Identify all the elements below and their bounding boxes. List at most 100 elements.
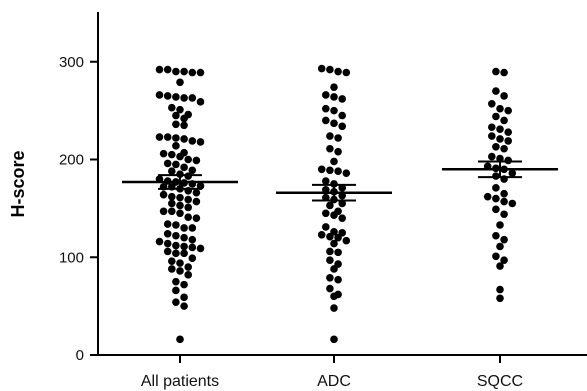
data-point [188,94,197,102]
data-point [172,298,180,307]
y-tick-label: 100 [59,249,84,266]
data-point [488,123,496,132]
data-point [326,201,334,210]
data-point [172,241,180,250]
data-point [322,104,330,113]
data-point [188,254,197,263]
data-point [326,166,334,175]
data-point [159,207,168,216]
data-point [155,91,164,99]
data-point [488,99,496,108]
data-point [508,199,517,208]
data-point [168,207,176,216]
data-point [338,95,347,103]
data-point [488,152,496,161]
data-point [496,285,504,294]
data-point [496,294,504,303]
data-point [196,68,205,77]
data-point [334,167,342,176]
data-point [172,134,180,142]
data-point [163,133,172,141]
data-point [326,273,334,282]
data-points [155,64,517,344]
data-point [163,220,172,228]
data-point [180,249,188,258]
data-point [192,188,201,197]
data-point [172,67,180,76]
data-point [483,192,492,201]
data-point [317,230,326,239]
data-point [188,243,197,252]
data-point [196,138,205,146]
data-point [176,152,184,161]
data-point [176,193,184,202]
data-point [504,128,512,136]
data-point [492,205,500,214]
data-point [168,103,176,112]
data-point [508,169,517,177]
data-point [500,256,508,264]
data-point [500,92,508,100]
data-point [317,165,326,174]
data-point [330,335,338,344]
data-point [322,193,330,202]
data-point [326,256,334,264]
data-point [330,83,338,91]
data-point [180,233,188,242]
data-point [342,169,351,177]
data-point [334,147,342,156]
data-point [330,292,338,301]
data-point [176,209,184,218]
axes [97,12,587,356]
data-point [196,98,205,106]
data-point [500,68,508,77]
data-point [180,135,188,143]
data-point [184,271,192,279]
data-point [492,67,500,76]
data-point [504,106,512,115]
x-tick-label: ADC [317,373,351,390]
data-point [184,203,192,212]
data-point [192,214,201,222]
data-point [172,231,180,240]
data-point [496,262,504,270]
data-point [500,144,508,153]
data-point [180,94,188,102]
data-point [184,155,192,164]
data-point [330,157,338,166]
data-point [338,122,347,131]
data-point [342,68,351,77]
data-point [168,150,176,159]
data-point [492,142,500,151]
mean-sem-bars [122,160,558,202]
data-point [188,235,197,244]
data-point [504,137,512,145]
data-point [196,244,205,253]
data-point [188,68,197,77]
data-point [492,252,500,261]
data-point [180,163,188,172]
data-point [330,265,338,273]
data-point [330,239,338,248]
data-point [168,199,176,208]
data-point [338,111,347,120]
y-axis-title: H-score [8,150,28,217]
data-point [163,229,172,238]
y-tick-label: 200 [59,152,84,169]
y-ticks: 0 100 200 300 [59,54,98,364]
data-point [338,199,347,208]
data-point [496,221,504,229]
data-point [322,209,330,218]
data-point [492,184,500,192]
data-point [168,167,176,176]
data-point [180,224,188,232]
data-point [163,239,172,248]
data-point [172,160,180,169]
data-point [163,92,172,100]
data-point [188,137,197,145]
data-point [159,149,168,158]
data-point [155,133,164,141]
data-point [172,221,180,229]
data-point [500,116,508,125]
